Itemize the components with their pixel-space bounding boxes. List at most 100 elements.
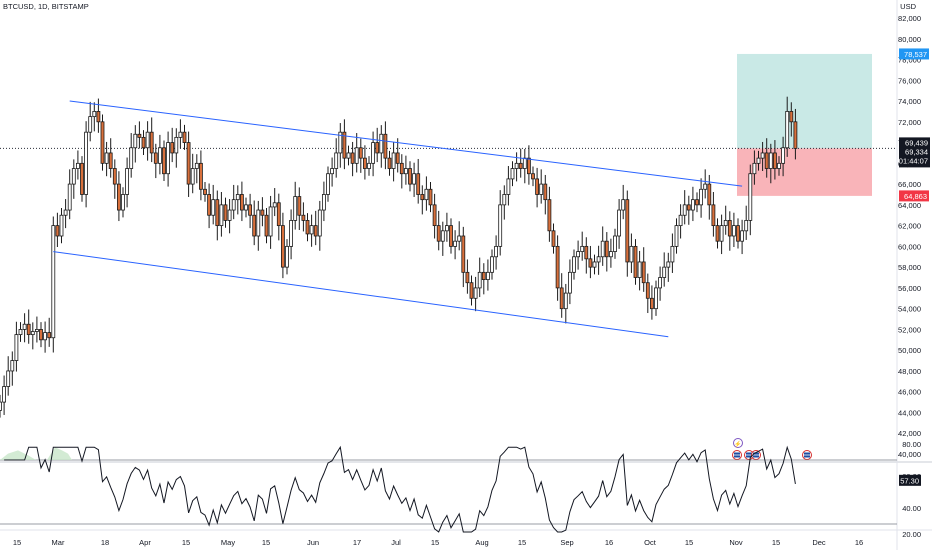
price-tick-label: 72,000 [898, 118, 921, 127]
candle-body-up [592, 261, 597, 268]
candle-body-down [153, 152, 158, 164]
candle-body-up [424, 188, 429, 201]
candle-body-up [723, 220, 728, 227]
candle-body-down [711, 204, 716, 227]
time-tick-label: Nov [729, 538, 743, 547]
candle-body-up [63, 209, 68, 216]
rsi-value-label: 57.30 [900, 476, 919, 485]
candle-body-up [760, 152, 765, 159]
candle [723, 205, 728, 235]
candle [654, 280, 658, 316]
price-tick-label: 56,000 [898, 284, 921, 293]
candle [215, 190, 220, 241]
candle-body-down [715, 225, 720, 242]
candle-body-up [699, 188, 703, 206]
candle-body-up [133, 133, 138, 149]
candle-body-up [285, 245, 289, 268]
candle-body-up [92, 111, 97, 118]
candle-body-down [465, 271, 470, 284]
candle [645, 273, 650, 314]
candle [555, 235, 560, 301]
candle [600, 226, 605, 266]
candle [63, 199, 68, 229]
candle [395, 138, 400, 173]
candle [76, 150, 80, 180]
candle-body-up [609, 251, 613, 258]
candle [92, 102, 97, 132]
candle-body-down [375, 142, 380, 154]
price-tick-label: 46,000 [898, 388, 921, 397]
candle [793, 108, 798, 160]
candle-body-down [395, 152, 400, 164]
candle [239, 181, 244, 222]
candle-body-down [215, 199, 220, 227]
candle [346, 145, 351, 166]
time-tick-label: Sep [560, 538, 573, 547]
candle [334, 138, 339, 178]
candle-body-down [416, 173, 421, 195]
price-tick-label: 60,000 [898, 242, 921, 251]
candle-body-up [219, 204, 224, 227]
time-tick-label: Apr [139, 538, 151, 547]
candle-body-up [777, 162, 781, 169]
candle-body-up [539, 183, 544, 195]
candle-body-up [227, 209, 232, 221]
lightning-event-icon [733, 438, 743, 448]
candle [399, 154, 404, 189]
candle [502, 185, 507, 220]
candle-body-up [293, 196, 298, 221]
candle-body-up [330, 168, 335, 175]
candle-body-down [387, 157, 392, 169]
candle [736, 218, 740, 249]
candle [133, 125, 138, 163]
stop-price-tag-bg [899, 190, 929, 202]
time-tick-label: 15 [262, 538, 270, 547]
candle [576, 240, 580, 270]
candle-body-up [748, 173, 753, 221]
candle [760, 141, 765, 172]
candle [436, 210, 441, 251]
candle-body-down [362, 157, 367, 169]
time-tick-label: 16 [855, 538, 863, 547]
candle-body-up [719, 225, 724, 242]
candle [596, 245, 601, 275]
candle-body-up [289, 220, 294, 247]
candle [539, 169, 544, 204]
candle-body-down [182, 131, 187, 143]
candle [391, 141, 396, 182]
price-tick-label: 52,000 [898, 325, 921, 334]
rsi-value-tag-bg [899, 474, 921, 486]
candle [781, 136, 785, 177]
price-tick-label: 82,000 [898, 14, 921, 23]
candle-body-up [194, 162, 199, 169]
price-tick-label: 54,000 [898, 305, 921, 314]
candle [129, 133, 134, 178]
candle-body-up [572, 256, 576, 273]
price-tick-label: 50,000 [898, 346, 921, 355]
candle-body-up [244, 204, 248, 211]
candle [10, 351, 15, 386]
candle [428, 182, 433, 213]
candle-body-up [211, 199, 216, 216]
candle [674, 218, 679, 254]
candle-body-down [428, 188, 433, 206]
candle [26, 309, 31, 344]
candle-body-up [403, 168, 408, 175]
target-price-tag-label: 78,537 [904, 50, 927, 59]
target-price-tag: 78,537 [899, 48, 929, 60]
candle-body-down [531, 173, 535, 180]
candle-body-down [736, 225, 740, 242]
candle-body-up [272, 202, 277, 208]
candle [481, 263, 486, 295]
candle-body-down [461, 235, 466, 273]
candle [469, 275, 474, 306]
countdown-label: 01:44:07 [899, 156, 928, 165]
candle-body-down [26, 323, 31, 336]
candle-body-down [481, 271, 486, 281]
candle-body-up [43, 332, 47, 341]
candle-body-up [190, 168, 195, 185]
rsi-value-tag: 57.30 [899, 474, 921, 486]
candle [260, 197, 265, 227]
